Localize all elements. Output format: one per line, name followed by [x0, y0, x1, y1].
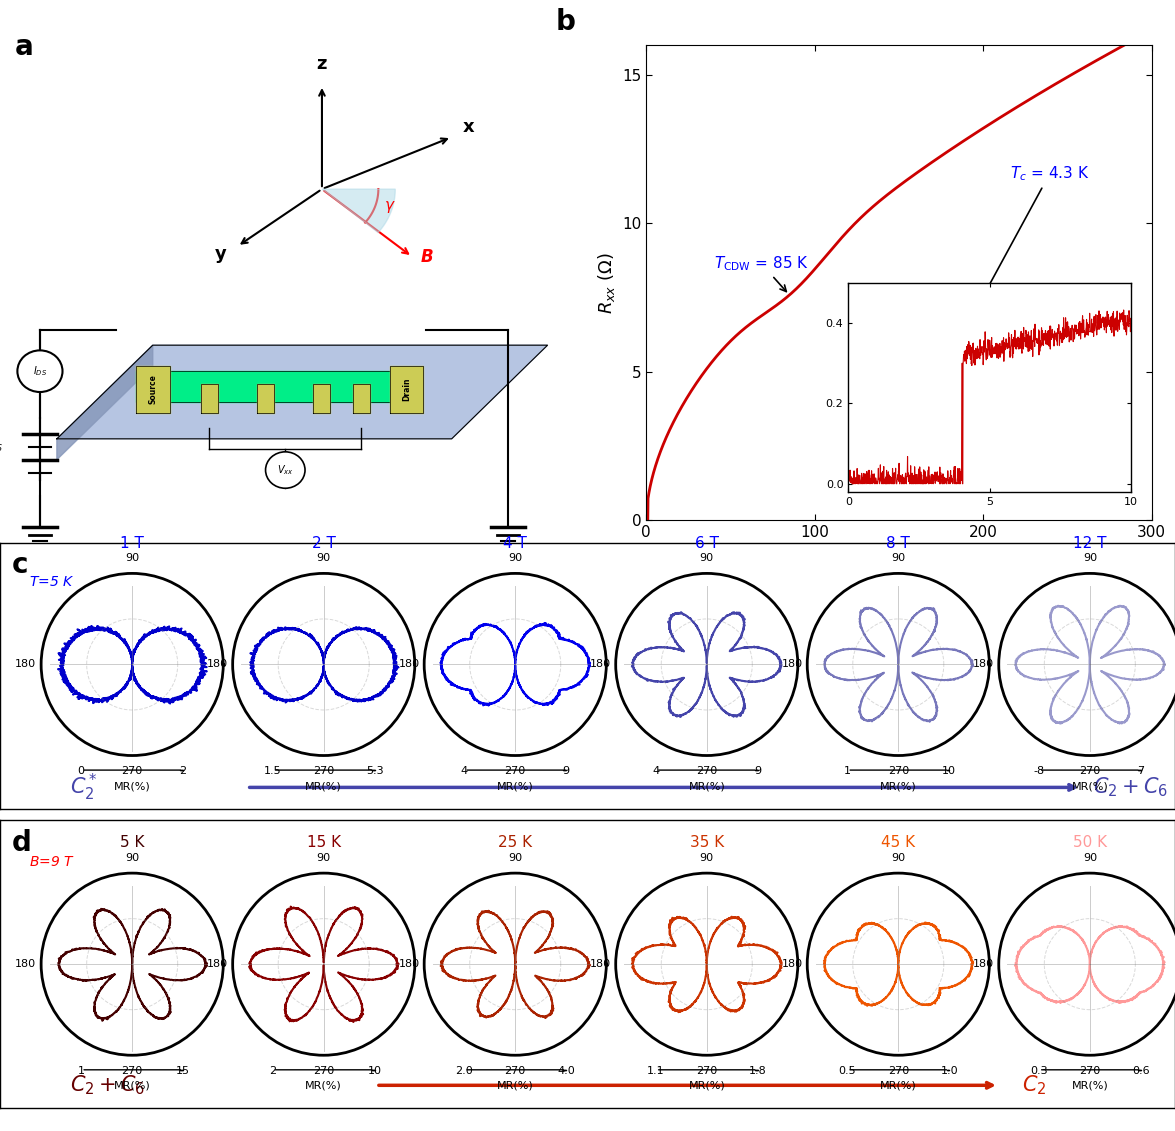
Text: MR(%): MR(%) [497, 782, 533, 791]
Text: z: z [317, 55, 327, 74]
Text: MR(%): MR(%) [689, 1081, 725, 1090]
Circle shape [18, 351, 62, 392]
Text: $\gamma$: $\gamma$ [384, 199, 396, 215]
Text: 0.5: 0.5 [839, 1067, 857, 1077]
Text: $C_2+C_6$: $C_2+C_6$ [1093, 776, 1168, 800]
Title: 25 K: 25 K [498, 836, 532, 851]
Title: 2 T: 2 T [311, 536, 336, 551]
Polygon shape [352, 385, 370, 413]
Text: Source: Source [148, 374, 157, 405]
Polygon shape [314, 385, 330, 413]
Text: 4.0: 4.0 [557, 1067, 575, 1077]
Text: MR(%): MR(%) [114, 1081, 150, 1090]
Title: 5 K: 5 K [120, 836, 145, 851]
Text: 2: 2 [269, 1067, 276, 1077]
Polygon shape [136, 366, 169, 413]
Text: y: y [215, 245, 227, 264]
Text: $C_2^*$: $C_2^*$ [70, 771, 99, 803]
Text: 4: 4 [461, 767, 468, 777]
Text: $B$=9 T: $B$=9 T [29, 855, 75, 869]
Text: 15: 15 [176, 1067, 190, 1077]
Text: 0.6: 0.6 [1132, 1067, 1149, 1077]
Text: MR(%): MR(%) [114, 782, 150, 791]
Text: 1.0: 1.0 [940, 1067, 958, 1077]
Text: 5.3: 5.3 [365, 767, 383, 777]
Text: $I_{DS}$: $I_{DS}$ [33, 364, 47, 378]
Text: MR(%): MR(%) [880, 782, 917, 791]
Text: 1.1: 1.1 [647, 1067, 665, 1077]
Circle shape [266, 451, 306, 489]
Y-axis label: $R_{xx}$ ($\Omega$): $R_{xx}$ ($\Omega$) [596, 252, 617, 313]
Title: 35 K: 35 K [690, 836, 724, 851]
Text: b: b [556, 8, 576, 36]
Text: $T_{\rm CDW}$ = 85 K: $T_{\rm CDW}$ = 85 K [713, 253, 808, 292]
Text: 9: 9 [563, 767, 570, 777]
Polygon shape [322, 189, 395, 233]
Polygon shape [390, 366, 423, 413]
Text: 2: 2 [180, 767, 187, 777]
Text: 1.8: 1.8 [748, 1067, 766, 1077]
Text: 10: 10 [368, 1067, 382, 1077]
Text: 9: 9 [754, 767, 761, 777]
Text: -8: -8 [1033, 767, 1045, 777]
Text: c: c [12, 551, 28, 579]
Text: 1: 1 [844, 767, 851, 777]
Polygon shape [257, 385, 274, 413]
Title: 4 T: 4 T [503, 536, 528, 551]
Text: d: d [12, 829, 32, 856]
Title: 1 T: 1 T [120, 536, 145, 551]
Text: a: a [14, 33, 33, 61]
Title: 6 T: 6 T [694, 536, 719, 551]
Text: 10: 10 [942, 767, 956, 777]
Text: 7: 7 [1137, 767, 1144, 777]
Text: $T$=5 K: $T$=5 K [29, 575, 75, 589]
Polygon shape [56, 345, 548, 439]
Title: 45 K: 45 K [881, 836, 915, 851]
Text: MR(%): MR(%) [306, 1081, 342, 1090]
Polygon shape [136, 371, 418, 403]
Polygon shape [201, 385, 217, 413]
Text: 1.5: 1.5 [264, 767, 282, 777]
Text: MR(%): MR(%) [1072, 782, 1108, 791]
Text: Drain: Drain [402, 378, 411, 402]
Text: 1: 1 [78, 1067, 85, 1077]
Text: 2.0: 2.0 [456, 1067, 474, 1077]
Text: MR(%): MR(%) [497, 1081, 533, 1090]
Text: MR(%): MR(%) [689, 782, 725, 791]
X-axis label: $T$ (K): $T$ (K) [878, 545, 920, 566]
Text: MR(%): MR(%) [880, 1081, 917, 1090]
Title: 15 K: 15 K [307, 836, 341, 851]
Polygon shape [56, 345, 153, 459]
Text: $C_2+C_6$: $C_2+C_6$ [70, 1073, 146, 1097]
Text: $V_{xx}$: $V_{xx}$ [277, 463, 294, 477]
Text: 0.3: 0.3 [1030, 1067, 1048, 1077]
Text: $C_2$: $C_2$ [1022, 1073, 1047, 1097]
Text: 4: 4 [652, 767, 659, 777]
Text: $V_{DS}$: $V_{DS}$ [0, 440, 4, 454]
Text: B: B [421, 248, 434, 266]
Text: MR(%): MR(%) [1072, 1081, 1108, 1090]
Title: 12 T: 12 T [1073, 536, 1107, 551]
Title: 8 T: 8 T [886, 536, 911, 551]
Text: x: x [463, 118, 475, 136]
Title: 50 K: 50 K [1073, 836, 1107, 851]
Text: 0: 0 [78, 767, 85, 777]
Text: $T_c$ = 4.3 K: $T_c$ = 4.3 K [961, 164, 1089, 336]
Text: MR(%): MR(%) [306, 782, 342, 791]
